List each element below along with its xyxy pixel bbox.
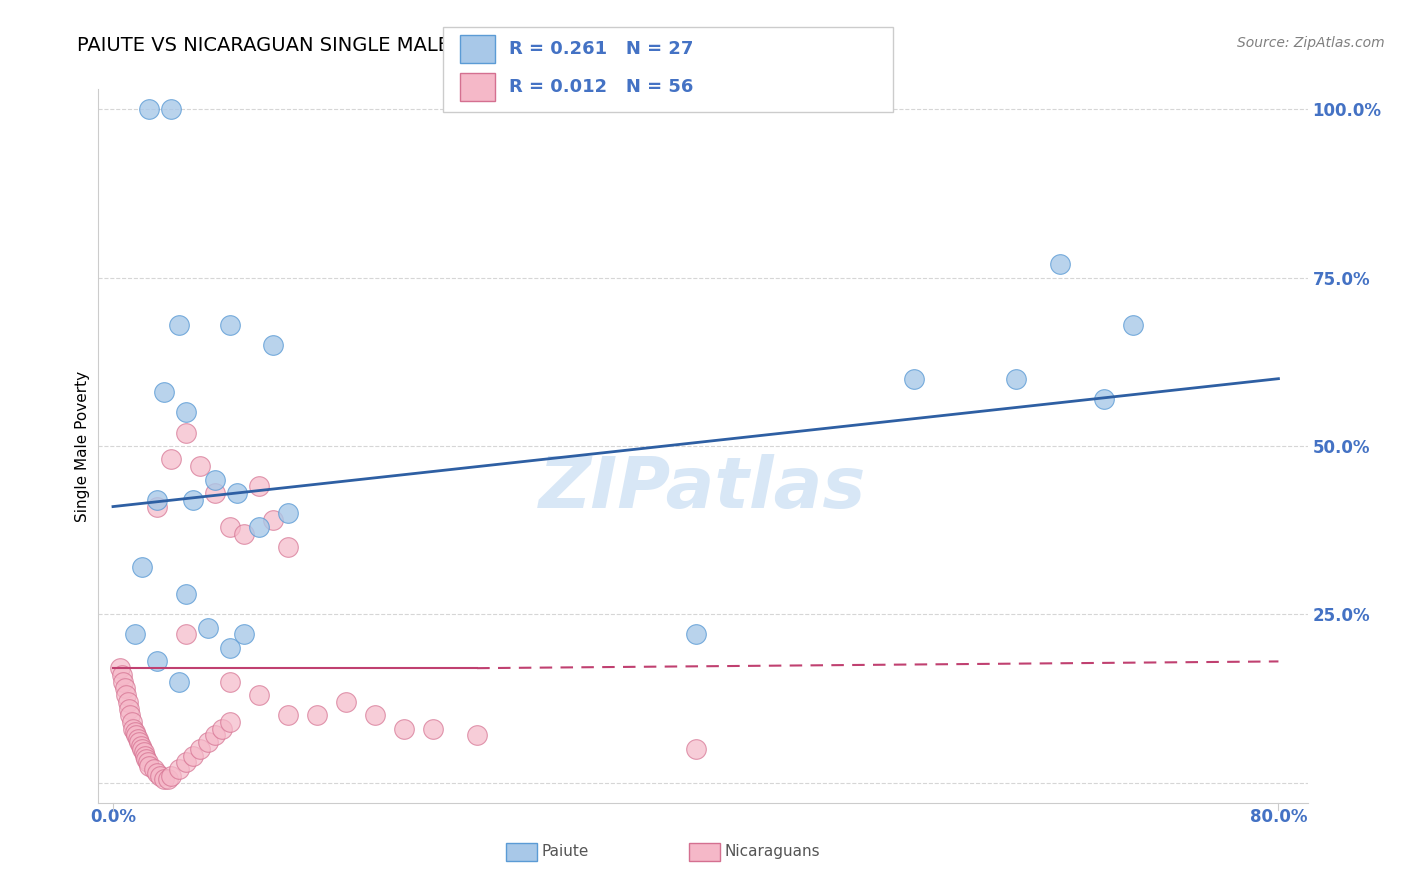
Point xyxy=(204,473,226,487)
Point xyxy=(190,459,212,474)
Point xyxy=(145,655,167,669)
Text: Nicaraguans: Nicaraguans xyxy=(724,845,820,859)
Point xyxy=(160,103,183,117)
Point xyxy=(149,769,172,783)
Point xyxy=(262,513,284,527)
Point xyxy=(685,627,707,641)
Point xyxy=(247,520,270,534)
Point xyxy=(305,708,328,723)
Point xyxy=(124,627,146,641)
Point xyxy=(131,560,153,574)
Point xyxy=(247,479,270,493)
Point xyxy=(153,385,176,400)
Point xyxy=(218,520,240,534)
Point xyxy=(174,425,197,440)
Point xyxy=(125,729,148,743)
Point xyxy=(124,725,146,739)
Point xyxy=(110,661,132,675)
Point xyxy=(174,405,197,419)
Point xyxy=(167,762,190,776)
Point xyxy=(174,587,197,601)
Point xyxy=(167,318,190,332)
Text: R = 0.012   N = 56: R = 0.012 N = 56 xyxy=(509,78,693,96)
Point xyxy=(128,735,150,749)
Point xyxy=(218,640,240,655)
Point xyxy=(197,735,219,749)
Point xyxy=(127,731,149,746)
Point xyxy=(1122,318,1144,332)
Point xyxy=(131,742,153,756)
Point xyxy=(277,506,299,520)
Point xyxy=(134,748,156,763)
Point xyxy=(394,722,416,736)
Text: ZIPatlas: ZIPatlas xyxy=(540,454,866,524)
Point xyxy=(121,714,143,729)
Point xyxy=(218,714,240,729)
Point xyxy=(204,729,226,743)
Point xyxy=(465,729,488,743)
Point xyxy=(132,745,155,759)
Point xyxy=(157,772,180,787)
Point xyxy=(181,492,204,507)
Point xyxy=(1005,372,1028,386)
Point xyxy=(138,103,160,117)
Point xyxy=(422,722,444,736)
Point xyxy=(335,695,357,709)
Point xyxy=(136,756,159,770)
Text: Source: ZipAtlas.com: Source: ZipAtlas.com xyxy=(1237,36,1385,50)
Point xyxy=(181,748,204,763)
Point xyxy=(118,701,141,715)
Text: Paiute: Paiute xyxy=(541,845,589,859)
Point xyxy=(277,540,299,554)
Point xyxy=(364,708,387,723)
Y-axis label: Single Male Poverty: Single Male Poverty xyxy=(75,370,90,522)
Point xyxy=(197,621,219,635)
Point xyxy=(204,486,226,500)
Point xyxy=(145,765,167,780)
Point xyxy=(218,318,240,332)
Point xyxy=(153,772,176,787)
Point xyxy=(190,742,212,756)
Text: PAIUTE VS NICARAGUAN SINGLE MALE POVERTY CORRELATION CHART: PAIUTE VS NICARAGUAN SINGLE MALE POVERTY… xyxy=(77,36,762,54)
Point xyxy=(233,627,256,641)
Point xyxy=(145,492,167,507)
Point xyxy=(1092,392,1115,406)
Point xyxy=(211,722,233,736)
Point xyxy=(218,674,240,689)
Point xyxy=(225,486,247,500)
Point xyxy=(174,756,197,770)
Point xyxy=(117,695,139,709)
Point xyxy=(167,674,190,689)
Point xyxy=(145,500,167,514)
Point xyxy=(112,674,135,689)
Point xyxy=(903,372,925,386)
Point xyxy=(1049,257,1071,271)
Point xyxy=(129,739,152,753)
Point xyxy=(247,688,270,702)
Point xyxy=(114,681,136,696)
Point xyxy=(122,722,145,736)
Point xyxy=(138,758,160,772)
Point xyxy=(685,742,707,756)
Point xyxy=(160,452,183,467)
Point xyxy=(262,338,284,352)
Point xyxy=(142,762,165,776)
Text: R = 0.261   N = 27: R = 0.261 N = 27 xyxy=(509,40,693,58)
Point xyxy=(120,708,142,723)
Point xyxy=(174,627,197,641)
Point xyxy=(135,752,157,766)
Point xyxy=(233,526,256,541)
Point xyxy=(115,688,138,702)
Point xyxy=(277,708,299,723)
Point xyxy=(160,769,183,783)
Point xyxy=(111,668,134,682)
